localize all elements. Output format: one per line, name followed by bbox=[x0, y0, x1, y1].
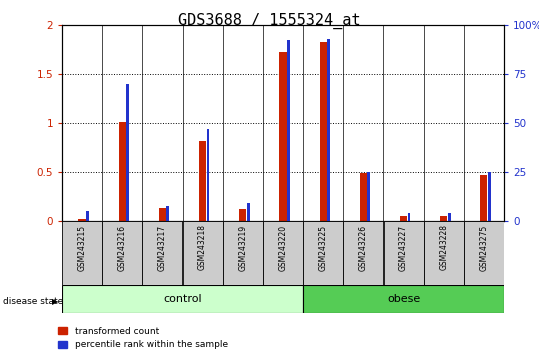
Bar bbox=[327, 39, 330, 221]
FancyBboxPatch shape bbox=[303, 221, 343, 285]
FancyBboxPatch shape bbox=[263, 221, 303, 285]
FancyBboxPatch shape bbox=[102, 221, 142, 285]
Text: disease state: disease state bbox=[3, 297, 63, 306]
Text: GSM243219: GSM243219 bbox=[238, 224, 247, 270]
FancyBboxPatch shape bbox=[384, 221, 424, 285]
Text: GSM243220: GSM243220 bbox=[279, 224, 287, 270]
Bar bbox=[79, 219, 86, 221]
Bar bbox=[400, 216, 407, 221]
Bar bbox=[119, 122, 126, 221]
Bar bbox=[199, 141, 206, 221]
FancyBboxPatch shape bbox=[343, 221, 383, 285]
Bar bbox=[368, 172, 370, 221]
Text: GSM243275: GSM243275 bbox=[479, 224, 488, 271]
Text: GSM243227: GSM243227 bbox=[399, 224, 408, 270]
Text: GSM243216: GSM243216 bbox=[118, 224, 127, 270]
Text: GDS3688 / 1555324_at: GDS3688 / 1555324_at bbox=[178, 12, 361, 29]
FancyBboxPatch shape bbox=[464, 221, 504, 285]
Bar bbox=[279, 52, 287, 221]
Bar bbox=[480, 175, 487, 221]
Bar bbox=[126, 84, 129, 221]
FancyBboxPatch shape bbox=[303, 285, 504, 313]
Bar bbox=[407, 213, 410, 221]
Bar bbox=[320, 42, 327, 221]
Bar bbox=[206, 129, 210, 221]
FancyBboxPatch shape bbox=[223, 221, 263, 285]
FancyBboxPatch shape bbox=[424, 221, 464, 285]
Text: GSM243217: GSM243217 bbox=[158, 224, 167, 270]
Bar bbox=[167, 206, 169, 221]
Text: GSM243228: GSM243228 bbox=[439, 224, 448, 270]
Bar bbox=[360, 173, 367, 221]
Bar bbox=[448, 213, 451, 221]
Text: GSM243215: GSM243215 bbox=[78, 224, 87, 270]
FancyBboxPatch shape bbox=[62, 285, 303, 313]
Legend: transformed count, percentile rank within the sample: transformed count, percentile rank withi… bbox=[58, 327, 228, 349]
Bar bbox=[86, 211, 89, 221]
FancyBboxPatch shape bbox=[142, 221, 182, 285]
Bar bbox=[159, 209, 166, 221]
Text: GSM243225: GSM243225 bbox=[319, 224, 328, 270]
FancyBboxPatch shape bbox=[183, 221, 223, 285]
FancyBboxPatch shape bbox=[62, 221, 102, 285]
Text: control: control bbox=[163, 294, 202, 304]
Text: GSM243226: GSM243226 bbox=[359, 224, 368, 270]
Text: GSM243218: GSM243218 bbox=[198, 224, 207, 270]
Text: obese: obese bbox=[387, 294, 420, 304]
Bar bbox=[287, 40, 290, 221]
Bar bbox=[488, 172, 490, 221]
Text: ▶: ▶ bbox=[52, 297, 58, 306]
Bar bbox=[247, 202, 250, 221]
Bar bbox=[239, 210, 246, 221]
Bar bbox=[440, 216, 447, 221]
